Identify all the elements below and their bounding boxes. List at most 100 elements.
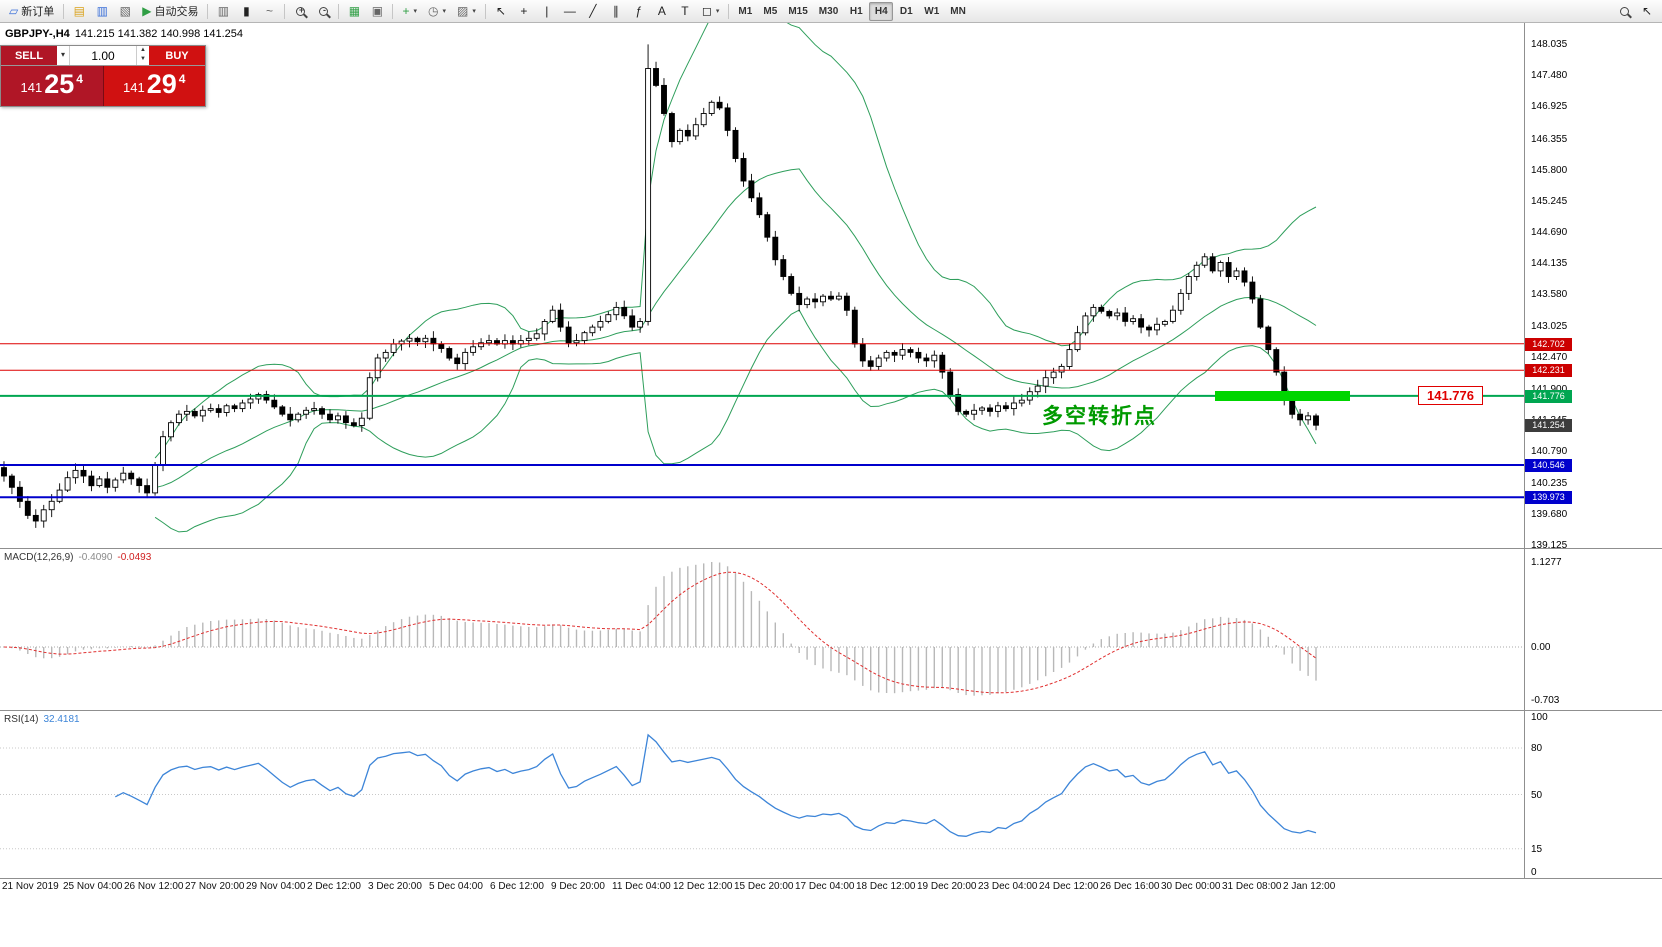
candle-body <box>645 68 652 322</box>
candle-body <box>1257 298 1264 328</box>
stepper-up-icon[interactable]: ▲ <box>140 47 146 53</box>
pointer-button[interactable]: ↖ <box>1636 2 1658 21</box>
rsi-axis-label: 50 <box>1531 790 1543 801</box>
separator <box>284 3 286 19</box>
candle-body <box>1273 349 1280 373</box>
zoom-out-button[interactable]: - <box>312 2 334 21</box>
search-button[interactable] <box>1613 2 1635 21</box>
lot-dropdown-button[interactable]: ▾ <box>57 46 70 65</box>
templates-button[interactable]: ▨ ▾ <box>452 2 481 21</box>
timeframe-d1-button[interactable]: D1 <box>894 2 918 21</box>
bar-chart-button[interactable]: ▥ <box>212 2 234 21</box>
horizontal-line-button[interactable]: — <box>559 2 581 21</box>
stepper-down-icon[interactable]: ▼ <box>140 56 146 62</box>
timeframe-h1-button[interactable]: H1 <box>844 2 868 21</box>
price-axis-label: 146.355 <box>1531 134 1568 145</box>
ohlc-values: 141.215 141.382 140.998 141.254 <box>74 28 244 40</box>
candle-body <box>223 405 230 413</box>
trendline-button[interactable]: ╱ <box>582 2 604 21</box>
cursor-button[interactable]: ↖ <box>490 2 512 21</box>
line-chart-button[interactable]: ~ <box>258 2 280 21</box>
candle-body <box>597 321 604 328</box>
lot-size-input[interactable] <box>70 46 136 65</box>
fibonacci-icon: ƒ <box>635 4 643 18</box>
timeframe-h4-button[interactable]: H4 <box>869 1 894 21</box>
candle-body <box>335 415 341 421</box>
buy-price-button[interactable]: 141 29 4 <box>103 66 205 106</box>
panel-separator[interactable] <box>0 548 1662 549</box>
sell-header-button[interactable]: SELL <box>1 46 57 65</box>
navigator-icon: ▧ <box>119 4 131 18</box>
vertical-line-button[interactable]: | <box>536 2 558 21</box>
timeframe-m5-button[interactable]: M5 <box>758 2 782 21</box>
time-axis[interactable]: 21 Nov 2019 25 Nov 04:00 26 Nov 12:00 27 No… <box>0 881 1662 897</box>
candle-body <box>311 408 318 411</box>
candle-body <box>303 409 310 415</box>
zoom-in-button[interactable]: + <box>289 2 311 21</box>
candle-body <box>239 402 246 410</box>
indicators-button[interactable]: + ▾ <box>397 2 422 21</box>
panel-separator[interactable] <box>0 710 1662 711</box>
trendline-icon: ╱ <box>589 4 597 18</box>
bollinger-middle <box>154 168 1317 489</box>
timeframe-m30-button[interactable]: M30 <box>814 2 843 21</box>
candle-body <box>120 472 127 481</box>
support-zone-rectangle[interactable] <box>1215 391 1350 401</box>
candle-body <box>16 486 23 502</box>
candlestick-button[interactable]: ▮ <box>235 2 257 21</box>
autotrading-button[interactable]: ▶ 自动交易 <box>137 2 203 21</box>
candle-body <box>175 413 182 424</box>
rsi-plot[interactable] <box>0 710 1524 878</box>
price-axis-label: 139.125 <box>1531 540 1568 551</box>
timeframe-m15-button[interactable]: M15 <box>783 2 812 21</box>
main-price-plot[interactable] <box>0 23 1524 548</box>
candle-body <box>327 413 333 421</box>
vertical-line-icon: | <box>545 4 549 18</box>
navigator-button[interactable]: ▧ <box>114 2 136 21</box>
candle-body <box>828 295 834 300</box>
new-order-button[interactable]: ▱ 新订单 <box>4 2 59 21</box>
buy-header-button[interactable]: BUY <box>149 46 205 65</box>
bollinger-upper <box>154 23 1317 459</box>
data-window-button[interactable]: ▥ <box>91 2 113 21</box>
cursor-icon: ↖ <box>495 4 506 18</box>
candle-body <box>295 413 302 421</box>
separator <box>63 3 65 19</box>
horizontal-line-icon: — <box>563 4 576 18</box>
price-callout-label[interactable]: 141.776 <box>1418 386 1483 405</box>
text-button[interactable]: A <box>651 2 673 21</box>
candle-body <box>1074 332 1081 351</box>
rsi-line <box>115 733 1317 837</box>
text-label-button[interactable]: T <box>674 2 696 21</box>
fibonacci-button[interactable]: ƒ <box>628 2 650 21</box>
periods-icon: ◷ <box>428 4 439 18</box>
periods-button[interactable]: ◷ ▾ <box>423 2 451 21</box>
candle-body <box>708 101 715 114</box>
tile-windows-button[interactable]: ▦ <box>343 2 365 21</box>
cascade-windows-button[interactable]: ▣ <box>366 2 388 21</box>
time-axis-label: 2 Dec 12:00 <box>307 881 361 892</box>
timeframe-w1-button[interactable]: W1 <box>919 2 944 21</box>
candlestick-icon: ▮ <box>243 4 250 18</box>
candle-body <box>279 406 286 415</box>
sell-price-button[interactable]: 141 25 4 <box>1 66 104 106</box>
crosshair-button[interactable]: + <box>513 2 535 21</box>
new-order-icon: ▱ <box>9 4 19 18</box>
chart-annotation-text[interactable]: 多空转折点 <box>1042 405 1157 428</box>
chart-area[interactable]: 148.035 147.480 146.925 146.355 145.800 145.2… <box>0 23 1662 947</box>
tile-windows-icon: ▦ <box>348 4 361 18</box>
toolbar: ▱ 新订单 ▤ ▥ ▧ ▶ 自动交易 ▥ ▮ ~ + - ▦ ▣ + ▾ ◷ ▾ ▨… <box>0 0 1662 23</box>
timeframe-mn-button[interactable]: MN <box>945 2 971 21</box>
candle-body <box>319 408 325 415</box>
price-axis[interactable]: 148.035 147.480 146.925 146.355 145.800 145.2… <box>1525 23 1662 895</box>
price-tag: 140.546 <box>1525 459 1572 472</box>
macd-plot[interactable] <box>0 548 1524 710</box>
time-axis-label: 26 Nov 12:00 <box>124 881 184 892</box>
shapes-button[interactable]: ◻ ▾ <box>697 2 724 21</box>
channel-button[interactable]: ∥ <box>605 2 627 21</box>
market-watch-button[interactable]: ▤ <box>68 2 90 21</box>
candle-body <box>1034 385 1041 393</box>
lot-stepper[interactable]: ▲ ▼ <box>136 46 149 65</box>
timeframe-m1-button[interactable]: M1 <box>733 2 757 21</box>
candle-body <box>1050 371 1057 379</box>
